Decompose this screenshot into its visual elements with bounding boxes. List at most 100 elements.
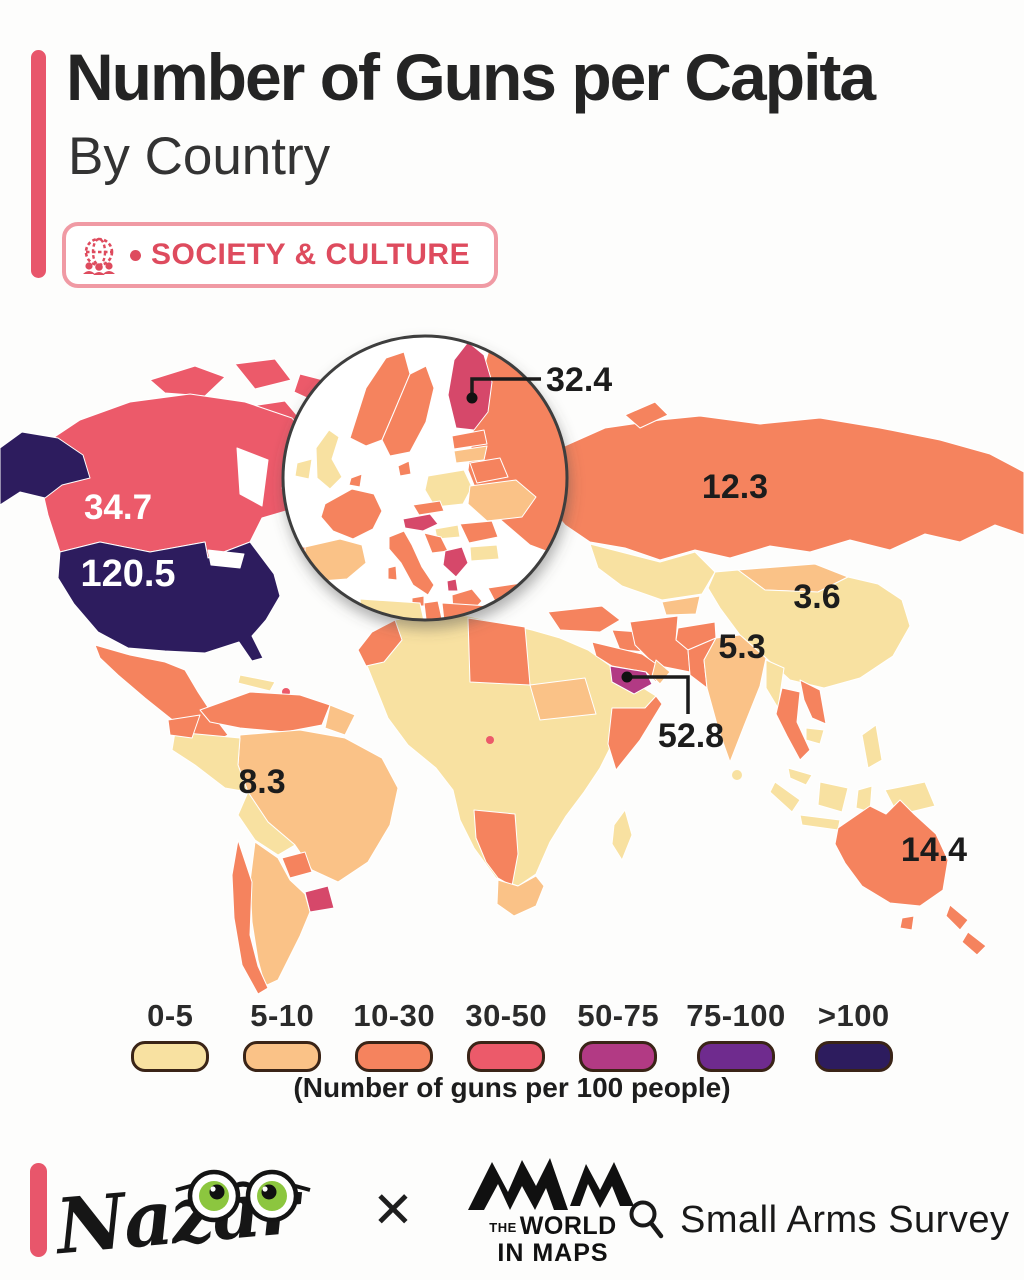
legend-label: 50-75 [577, 998, 660, 1033]
country-ecuador [167, 714, 201, 739]
region-horn-of-africa [607, 695, 663, 771]
country-philippines [861, 724, 883, 769]
eu-sweden [381, 365, 435, 457]
eu-belarus [469, 457, 509, 484]
eu-sardinia [387, 565, 398, 581]
legend-label: 5-10 [250, 998, 315, 1033]
wim-world: WORLD [519, 1212, 617, 1240]
country-madagascar [611, 809, 633, 861]
data-source: Small Arms Survey [626, 1198, 1009, 1242]
legend-swatch-50-75 [579, 1041, 658, 1072]
search-icon [629, 1200, 664, 1239]
legend-label: 10-30 [353, 998, 436, 1033]
footer-accent-bar [30, 1163, 47, 1257]
legend-swatch-over-100 [814, 1041, 893, 1072]
nazar-glasses-icon [175, 1169, 311, 1223]
globe-people-icon [83, 237, 115, 275]
callout-lines [470, 377, 690, 714]
hudson-bay [236, 447, 269, 507]
world-in-maps-wordmark: THE WORLD IN MAPS [448, 1214, 658, 1266]
badge-bullet [130, 249, 141, 261]
region-central-asia [589, 543, 716, 601]
country-burundi [486, 736, 494, 744]
country-paraguay [281, 851, 313, 879]
callout-dot-finland [466, 392, 478, 404]
island-novaya-zemlya [624, 401, 669, 429]
legend-item: 5-10 [238, 998, 326, 1072]
country-alaska [0, 431, 91, 506]
island-sumatra [769, 781, 801, 813]
map-value-india: 5.3 [718, 628, 765, 666]
eu-france [320, 488, 383, 540]
country-uzbekistan-turkmenistan [661, 595, 701, 616]
legend-swatch-10-30 [355, 1041, 434, 1072]
category-badge: SOCIETY & CULTURE [62, 222, 499, 288]
map-value-finland: 32.4 [546, 361, 612, 399]
map-value-yemen: 52.8 [658, 717, 724, 755]
legend: 0-5 5-10 10-30 30-50 50-75 75-100 >100 [0, 998, 1024, 1072]
world-in-maps-logo: THE WORLD IN MAPS [448, 1156, 658, 1266]
legend-label: 30-50 [465, 998, 548, 1033]
eu-baltics-south [453, 445, 488, 464]
country-canada-arctic1 [149, 365, 226, 397]
collab-x-separator: ✕ [372, 1182, 414, 1238]
legend-label: 75-100 [686, 998, 786, 1033]
eu-poland [424, 469, 473, 508]
eu-czechia [412, 500, 445, 516]
country-cambodia [805, 727, 825, 745]
country-malaysia [787, 767, 813, 786]
eu-denmark [397, 460, 412, 477]
country-chile [231, 839, 269, 995]
region-guyanas [324, 704, 356, 736]
legend-item: >100 [810, 998, 898, 1072]
eu-uk [315, 429, 343, 490]
map-value-russia: 12.3 [702, 468, 768, 506]
country-argentina [249, 841, 311, 987]
page-title: Number of Guns per Capita [66, 40, 876, 114]
country-new-zealand-south [961, 931, 987, 956]
country-mexico [94, 644, 229, 743]
legend-item: 30-50 [462, 998, 550, 1072]
legend-swatch-5-10 [243, 1041, 322, 1072]
country-australia [834, 799, 949, 907]
wim-the: THE [489, 1220, 517, 1235]
page-subtitle: By Country [68, 127, 331, 186]
country-south-africa [496, 875, 545, 917]
map-value-usa: 120.5 [80, 553, 175, 595]
eu-ukraine [467, 479, 537, 522]
country-cuba [237, 674, 276, 692]
eu-bulgaria [469, 544, 500, 562]
country-peru [171, 731, 249, 793]
wim-inmaps: IN MAPS [497, 1239, 609, 1267]
country-morocco [357, 619, 403, 667]
eu-ireland [294, 458, 313, 480]
country-thailand [775, 687, 811, 761]
eu-austria [402, 513, 439, 532]
magnifier-rim [281, 334, 569, 622]
country-sudan [529, 677, 597, 721]
eu-baltics-north [451, 429, 488, 450]
great-lakes [207, 549, 245, 569]
legend-item: 0-5 [126, 998, 214, 1072]
country-bolivia [237, 791, 296, 856]
eu-italy [388, 530, 435, 596]
eu-finland [447, 341, 493, 431]
eu-romania [459, 520, 499, 544]
legend-label: >100 [817, 998, 890, 1033]
map-value-brazil: 8.3 [238, 763, 285, 801]
island-tasmania [899, 915, 915, 931]
legend-item: 10-30 [350, 998, 438, 1072]
legend-swatch-30-50 [467, 1041, 546, 1072]
legend-label: 0-5 [147, 998, 194, 1033]
country-china [707, 569, 911, 689]
country-libya [467, 617, 531, 686]
country-vietnam [799, 679, 827, 725]
map-value-china: 3.6 [793, 578, 840, 616]
country-usa [57, 541, 281, 662]
country-colombia-venezuela [199, 691, 331, 733]
source-label: Small Arms Survey [680, 1198, 1010, 1241]
map-value-canada: 34.7 [84, 488, 152, 527]
title-accent-bar [31, 50, 46, 278]
eu-benelux [348, 473, 363, 488]
